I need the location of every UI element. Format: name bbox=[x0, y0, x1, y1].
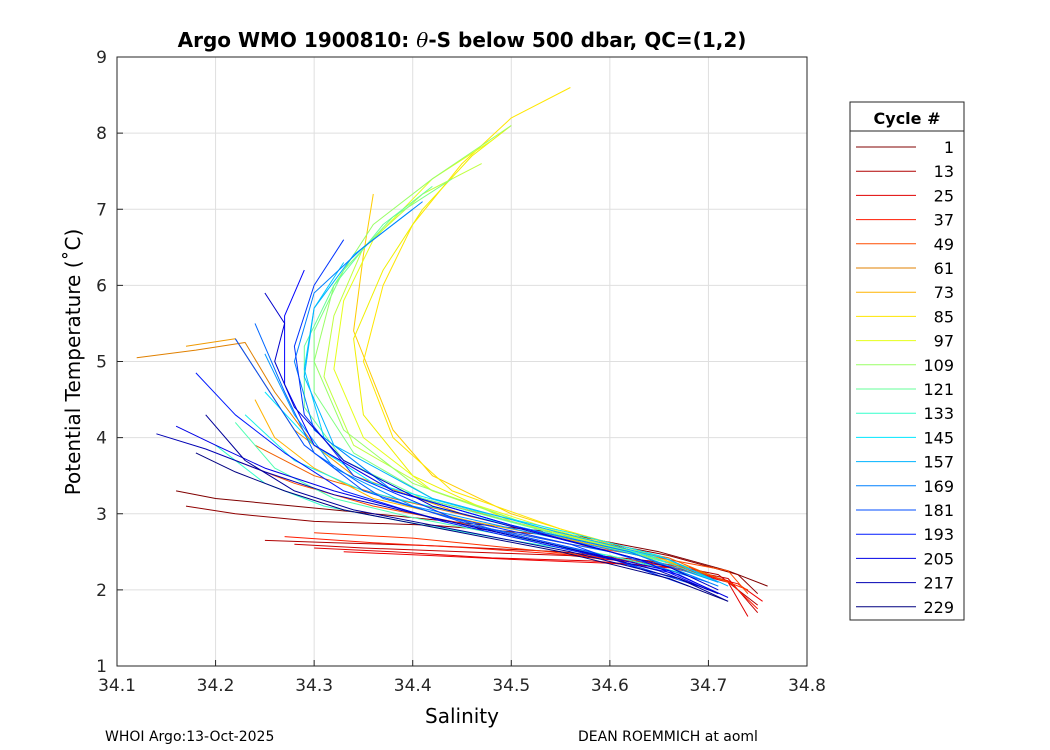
legend-label: 37 bbox=[934, 211, 954, 230]
legend-label: 181 bbox=[923, 501, 954, 520]
x-tick-label: 34.8 bbox=[788, 676, 826, 696]
y-axis-label: Potential Temperature (˚C) bbox=[61, 229, 85, 496]
legend-label: 205 bbox=[923, 549, 954, 568]
series-line-cycle-223 bbox=[205, 414, 729, 602]
x-tick-label: 34.4 bbox=[394, 676, 432, 696]
y-tick-label: 2 bbox=[96, 581, 107, 601]
legend-label: 121 bbox=[923, 380, 954, 399]
footer-right: DEAN ROEMMICH at aoml bbox=[578, 729, 758, 745]
x-axis-ticks: 34.1 34.2 34.3 34.4 34.5 34.6 34.7 34.8 bbox=[98, 660, 826, 696]
x-tick-label: 34.1 bbox=[98, 676, 136, 696]
legend-label: 169 bbox=[923, 477, 954, 496]
x-tick-label: 34.7 bbox=[689, 676, 727, 696]
series-line-cycle-217 bbox=[156, 433, 719, 595]
series-line-cycle-181 bbox=[234, 338, 699, 587]
legend-label: 97 bbox=[934, 332, 954, 351]
series-line-cycle-85 bbox=[362, 87, 670, 560]
legend-label: 85 bbox=[934, 307, 954, 326]
series-line-cycle-121 bbox=[303, 186, 670, 564]
y-tick-label: 9 bbox=[96, 48, 107, 68]
legend-label: 229 bbox=[923, 598, 954, 617]
legend-label: 1 bbox=[944, 138, 954, 157]
series-line-cycle-199 bbox=[284, 269, 709, 591]
legend-label: 145 bbox=[923, 428, 954, 447]
series-line-cycle-103 bbox=[323, 163, 650, 557]
series-line-cycle-97 bbox=[333, 140, 650, 557]
legend-label: 25 bbox=[934, 186, 954, 205]
legend-title: Cycle # bbox=[874, 109, 941, 128]
series-line-cycle-19 bbox=[294, 543, 759, 614]
y-tick-label: 3 bbox=[96, 505, 107, 525]
x-tick-label: 34.2 bbox=[197, 676, 235, 696]
y-tick-label: 1 bbox=[96, 657, 107, 677]
y-tick-label: 7 bbox=[96, 200, 107, 220]
title-suffix: -S below 500 dbar, QC=(1,2) bbox=[428, 28, 746, 52]
x-tick-label: 34.6 bbox=[591, 676, 629, 696]
legend-label: 109 bbox=[923, 356, 954, 375]
legend-label: 13 bbox=[934, 162, 954, 181]
series-line-cycle-229 bbox=[195, 452, 729, 602]
series-line-cycle-187 bbox=[293, 239, 689, 587]
title-prefix: Argo WMO 1900810: bbox=[178, 28, 417, 52]
legend-items: 1 13 25 37 49 61 73 85 97 109 121 133 145 157 169 181 19… bbox=[856, 138, 954, 617]
series-line-cycle-169 bbox=[293, 201, 719, 587]
series-group bbox=[136, 87, 768, 617]
legend: Cycle # 1 13 25 37 49 61 73 85 97 109 121 133 145 157… bbox=[849, 101, 965, 621]
legend-label: 157 bbox=[923, 453, 954, 472]
legend-label: 217 bbox=[923, 574, 954, 593]
series-line-cycle-205 bbox=[175, 425, 729, 598]
legend-label: 133 bbox=[923, 404, 954, 423]
title-theta: θ bbox=[416, 28, 428, 52]
series-line-cycle-193 bbox=[195, 372, 719, 595]
series-line-cycle-31 bbox=[343, 551, 763, 602]
x-axis-label: Salinity bbox=[425, 704, 499, 728]
x-tick-label: 34.3 bbox=[295, 676, 333, 696]
y-tick-label: 6 bbox=[96, 276, 107, 296]
y-tick-label: 4 bbox=[96, 429, 107, 449]
series-line-cycle-73 bbox=[254, 399, 689, 568]
footer-left: WHOI Argo:13-Oct-2025 bbox=[105, 729, 274, 745]
y-tick-label: 5 bbox=[96, 353, 107, 373]
y-tick-label: 8 bbox=[96, 124, 107, 144]
y-axis-ticks: 1 2 3 4 5 6 7 8 9 bbox=[96, 48, 123, 677]
series-line-cycle-61 bbox=[136, 342, 709, 576]
series-line-cycle-115 bbox=[313, 178, 660, 560]
legend-label: 49 bbox=[934, 235, 954, 254]
chart-title: Argo WMO 1900810: θ-S below 500 dbar, QC… bbox=[178, 28, 747, 52]
legend-label: 61 bbox=[934, 259, 954, 278]
x-tick-label: 34.5 bbox=[492, 676, 530, 696]
legend-label: 193 bbox=[923, 525, 954, 544]
series-line-cycle-43 bbox=[314, 532, 749, 591]
legend-box bbox=[849, 101, 965, 621]
legend-label: 73 bbox=[934, 283, 954, 302]
series-line-cycle-37 bbox=[284, 536, 759, 610]
series-line-cycle-211 bbox=[264, 292, 719, 591]
series-line-cycle-91 bbox=[353, 125, 630, 553]
